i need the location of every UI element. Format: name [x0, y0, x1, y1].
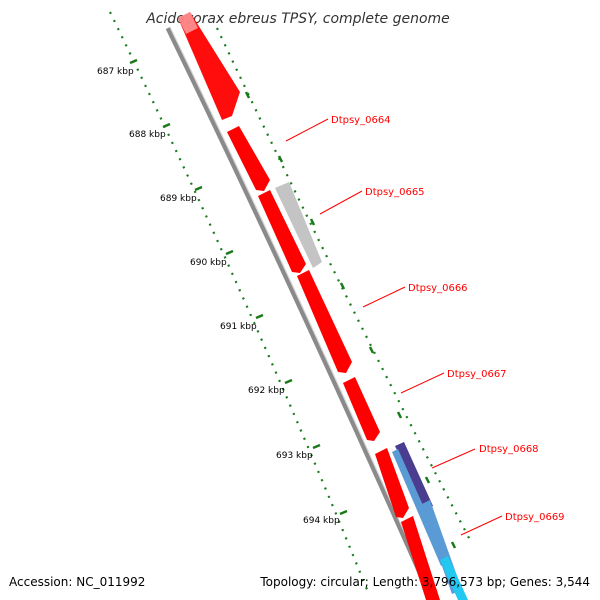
tick-mark [129, 58, 138, 65]
tick-mark [194, 185, 203, 192]
tick-label: 692 kbp [248, 386, 285, 396]
gene-label[interactable]: Dtpsy_0667 [447, 369, 507, 380]
tick-mark [339, 509, 348, 516]
genome-summary-text: Topology: circular; Length: 3,796,573 bp… [259, 575, 590, 589]
cds-arrow-cyan[interactable] [440, 556, 468, 600]
gene-label[interactable]: Dtpsy_0666 [408, 283, 468, 294]
tick-label: 690 kbp [190, 258, 227, 268]
tick-label: 688 kbp [129, 130, 166, 140]
cds-arrow-gray[interactable] [275, 182, 322, 268]
tick-label: 687 kbp [97, 67, 134, 77]
cds-features [178, 12, 468, 600]
cds-arrow[interactable] [178, 12, 240, 120]
outer-track-marks [244, 91, 457, 549]
gene-label[interactable]: Dtpsy_0665 [365, 187, 425, 198]
tick-label: 693 kbp [276, 451, 313, 461]
cds-arrow[interactable] [258, 190, 306, 273]
gene-label[interactable]: Dtpsy_0664 [331, 115, 391, 126]
map-title: Acidovorax ebreus TPSY, complete genome [145, 11, 450, 27]
tick-label: 689 kbp [160, 194, 197, 204]
gene-label[interactable]: Dtpsy_0669 [505, 512, 565, 523]
cds-arrow[interactable] [375, 448, 409, 518]
cds-arrow[interactable] [343, 377, 380, 441]
accession-text: Accession: NC_011992 [9, 575, 145, 589]
cds-arrow[interactable] [297, 270, 352, 373]
cds-arrow[interactable] [227, 126, 270, 191]
cds-arrow-purple[interactable] [395, 442, 433, 510]
tick-label: 694 kbp [303, 516, 340, 526]
tick-label: 691 kbp [220, 322, 257, 332]
tick-mark [312, 443, 321, 450]
outer-tick-track [216, 27, 471, 541]
label-leaders [285, 118, 503, 536]
tick-mark [162, 122, 171, 129]
gene-label[interactable]: Dtpsy_0668 [479, 444, 539, 455]
tick-mark [284, 378, 293, 385]
tick-mark [255, 313, 264, 320]
backbone-line [165, 26, 435, 600]
inner-tick-track [109, 11, 370, 593]
tick-mark [225, 249, 234, 256]
tick-marks [129, 58, 348, 516]
cds-arrow[interactable] [401, 516, 440, 600]
